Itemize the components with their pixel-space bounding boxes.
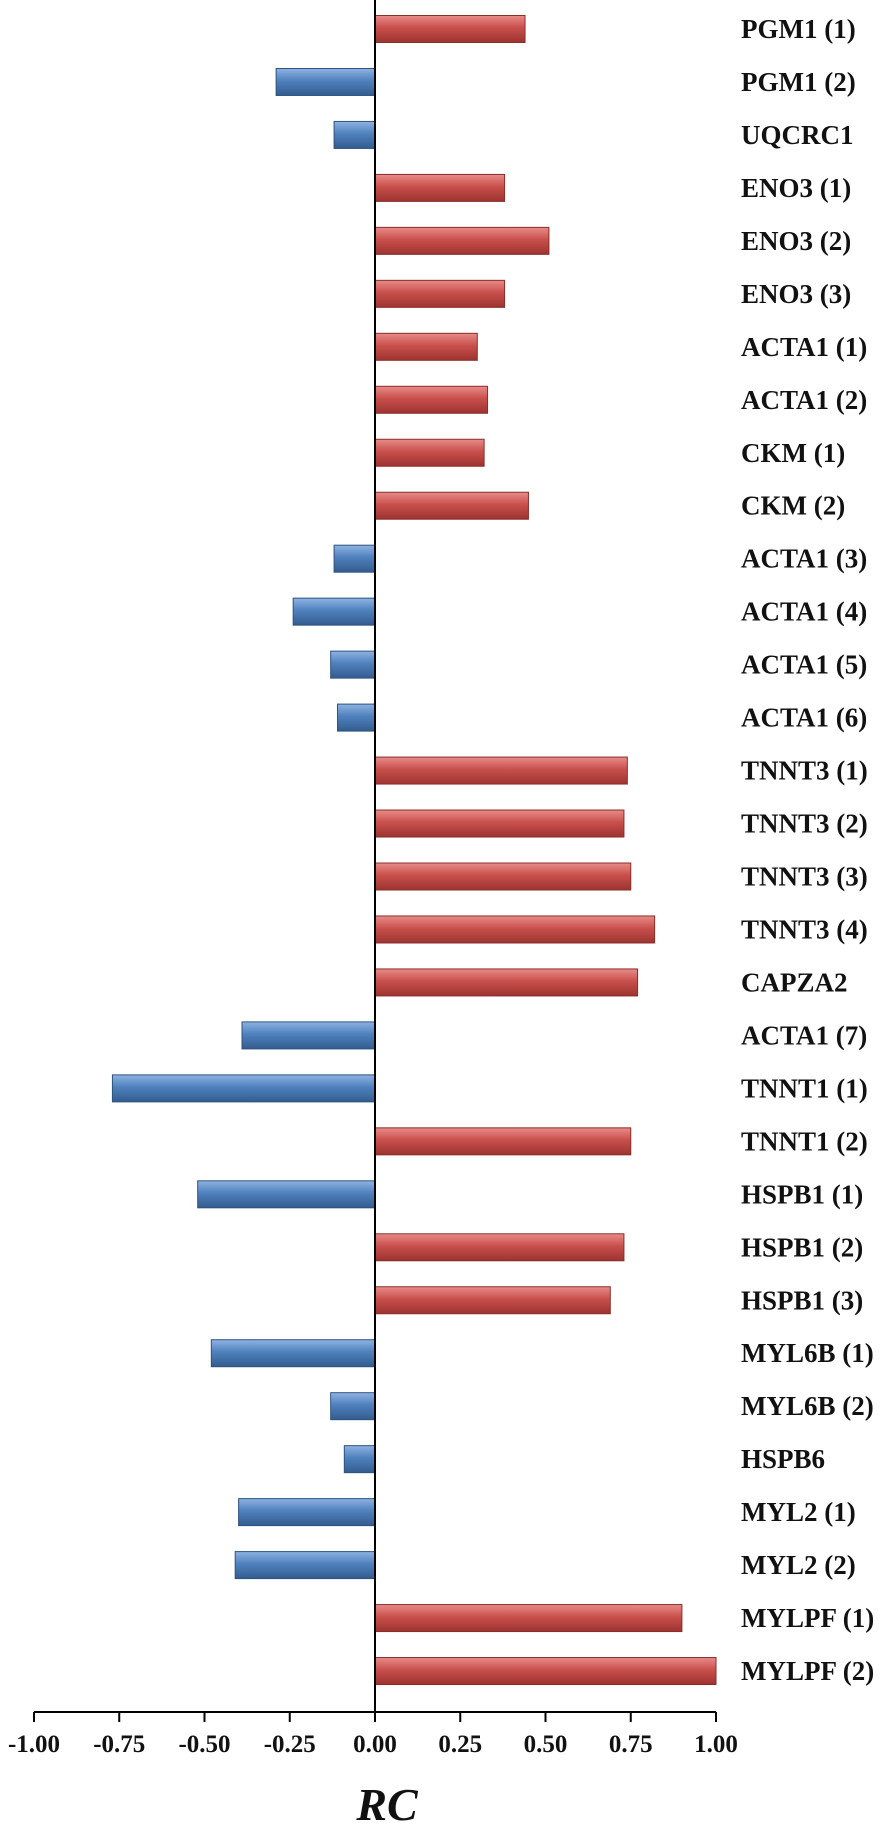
bar <box>374 862 632 891</box>
bar <box>333 120 376 149</box>
bar <box>374 1286 611 1315</box>
category-label: ENO3 (2) <box>741 226 851 256</box>
category-label: ENO3 (3) <box>741 279 851 309</box>
bar <box>275 67 376 96</box>
bar <box>330 1392 376 1421</box>
bar <box>374 1604 683 1633</box>
category-label: CKM (1) <box>741 438 845 468</box>
bar <box>374 1657 717 1686</box>
bar <box>210 1339 376 1368</box>
category-label: ACTA1 (2) <box>741 385 867 415</box>
bar <box>343 1445 376 1474</box>
bar <box>374 968 639 997</box>
category-label: HSPB1 (2) <box>741 1232 863 1262</box>
bar <box>111 1074 376 1103</box>
category-label: ACTA1 (6) <box>741 703 867 733</box>
bar <box>374 1127 632 1156</box>
category-label: ENO3 (1) <box>741 173 851 203</box>
category-label: MYL6B (2) <box>741 1391 874 1421</box>
category-label: ACTA1 (7) <box>741 1020 867 1050</box>
bar <box>374 1233 625 1262</box>
category-label: ACTA1 (5) <box>741 650 867 680</box>
x-tick-label: 0.50 <box>524 1731 568 1758</box>
bar <box>374 385 489 414</box>
category-label: MYL2 (2) <box>741 1550 856 1580</box>
bar <box>374 809 625 838</box>
bar <box>374 332 478 361</box>
category-label: ACTA1 (3) <box>741 544 867 574</box>
bar <box>330 650 376 679</box>
x-axis: -1.00 -0.75 -0.50 -0.25 0.00 0.25 0.50 0.75 1.00 <box>8 1711 738 1758</box>
category-label: MYLPF (1) <box>741 1603 874 1633</box>
bar <box>197 1180 376 1209</box>
bar <box>374 226 550 255</box>
category-label: ACTA1 (1) <box>741 332 867 362</box>
category-label: HSPB6 <box>741 1444 825 1474</box>
category-label: TNNT1 (2) <box>741 1126 868 1156</box>
bar <box>292 597 376 626</box>
x-tick-label: 0.25 <box>438 1731 482 1758</box>
category-label: MYL6B (1) <box>741 1338 874 1368</box>
category-label: TNNT3 (3) <box>741 862 868 892</box>
category-label: UQCRC1 <box>741 120 854 150</box>
category-label: HSPB1 (1) <box>741 1179 863 1209</box>
category-label: TNNT3 (1) <box>741 756 868 786</box>
bar <box>241 1021 376 1050</box>
bar <box>374 173 506 202</box>
x-tick-label: 1.00 <box>694 1731 738 1758</box>
bar <box>374 491 529 520</box>
category-label: CKM (2) <box>741 491 845 521</box>
category-label: TNNT3 (2) <box>741 809 868 839</box>
category-label: MYLPF (2) <box>741 1656 874 1686</box>
bar <box>374 915 656 944</box>
category-label: PGM1 (2) <box>741 67 856 97</box>
category-label: MYL2 (1) <box>741 1497 856 1527</box>
bar <box>374 15 526 43</box>
bar <box>333 544 376 573</box>
x-axis-title: RC <box>355 1779 419 1830</box>
bar <box>238 1498 376 1527</box>
x-tick-label: 0.00 <box>353 1731 397 1758</box>
bar <box>374 756 628 785</box>
category-label: ACTA1 (4) <box>741 597 867 627</box>
category-label: HSPB1 (3) <box>741 1285 863 1315</box>
x-tick-label: -0.25 <box>264 1731 316 1758</box>
category-label: CAPZA2 <box>741 967 848 997</box>
x-tick-label: -0.75 <box>93 1731 145 1758</box>
x-tick-label: -1.00 <box>8 1731 60 1758</box>
category-label: TNNT1 (1) <box>741 1073 868 1103</box>
bar <box>374 438 485 467</box>
bar <box>374 279 506 308</box>
category-label: TNNT3 (4) <box>741 914 868 944</box>
x-tick-label: -0.50 <box>178 1731 230 1758</box>
bar <box>336 703 376 732</box>
x-tick-label: 0.75 <box>609 1731 653 1758</box>
bars-group <box>111 15 717 1686</box>
bar <box>234 1551 376 1580</box>
category-labels: PGM1 (1) PGM1 (2) UQCRC1 ENO3 (1) ENO3 (2) EN… <box>741 14 874 1686</box>
category-label: PGM1 (1) <box>741 14 856 44</box>
